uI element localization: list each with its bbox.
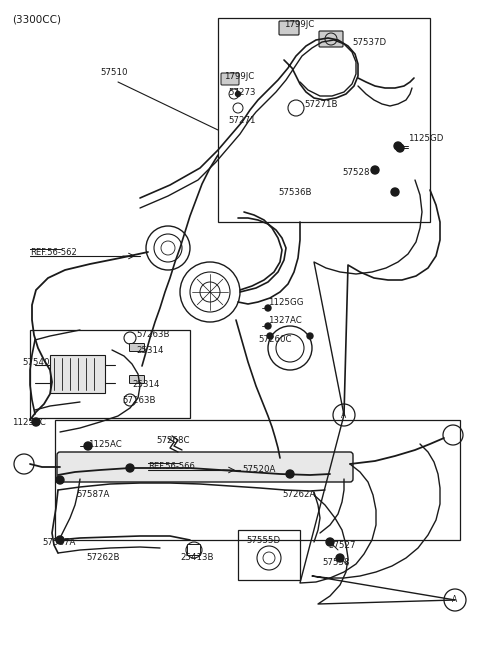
- Text: 57536B: 57536B: [278, 188, 312, 197]
- Text: 57263B: 57263B: [122, 396, 156, 405]
- Bar: [50, 355, 105, 393]
- Circle shape: [371, 166, 379, 174]
- Text: A: A: [341, 411, 347, 419]
- Circle shape: [126, 464, 134, 472]
- Bar: [238, 530, 300, 580]
- Circle shape: [396, 144, 404, 152]
- FancyBboxPatch shape: [57, 452, 353, 482]
- Circle shape: [307, 333, 313, 339]
- Text: 1125GD: 1125GD: [408, 134, 444, 143]
- Circle shape: [326, 538, 334, 546]
- Text: 57262A: 57262A: [282, 490, 315, 499]
- Circle shape: [391, 188, 399, 196]
- Text: 57537D: 57537D: [352, 38, 386, 47]
- Text: 25413B: 25413B: [180, 553, 214, 562]
- Text: 57268C: 57268C: [156, 436, 190, 445]
- Circle shape: [56, 536, 64, 544]
- Circle shape: [236, 92, 240, 96]
- Text: A: A: [452, 595, 457, 605]
- Text: 1125GG: 1125GG: [268, 298, 303, 307]
- Text: 57540: 57540: [22, 358, 49, 367]
- Circle shape: [336, 554, 344, 562]
- Text: 1327AC: 1327AC: [268, 316, 302, 325]
- Circle shape: [32, 418, 40, 426]
- Text: 25314: 25314: [132, 380, 159, 389]
- Circle shape: [84, 442, 92, 450]
- Circle shape: [56, 476, 64, 484]
- FancyBboxPatch shape: [130, 375, 144, 383]
- Text: 1125AC: 1125AC: [12, 418, 46, 427]
- FancyBboxPatch shape: [319, 31, 343, 47]
- Bar: [55, 420, 460, 540]
- Circle shape: [267, 333, 273, 339]
- Text: 25314: 25314: [136, 346, 164, 355]
- Text: 57273: 57273: [228, 88, 255, 97]
- Circle shape: [265, 305, 271, 311]
- Text: REF.56-562: REF.56-562: [30, 248, 77, 257]
- Text: 57555D: 57555D: [246, 536, 280, 545]
- Text: 57271: 57271: [228, 116, 255, 125]
- Circle shape: [286, 470, 294, 478]
- Text: 1799JC: 1799JC: [284, 20, 314, 29]
- Text: 57263B: 57263B: [136, 330, 169, 339]
- Text: 57271B: 57271B: [304, 100, 337, 109]
- Text: (3300CC): (3300CC): [12, 15, 61, 25]
- Circle shape: [265, 323, 271, 329]
- Text: 57558: 57558: [322, 558, 349, 567]
- FancyBboxPatch shape: [130, 343, 144, 352]
- Text: 57527: 57527: [328, 541, 356, 550]
- Text: 57260C: 57260C: [258, 335, 291, 344]
- Text: 57262B: 57262B: [86, 553, 120, 562]
- Text: 57587A: 57587A: [76, 490, 109, 499]
- FancyBboxPatch shape: [221, 73, 239, 85]
- Circle shape: [394, 142, 402, 150]
- Text: 57510: 57510: [100, 68, 128, 77]
- Bar: [218, 18, 430, 222]
- Text: 57528: 57528: [342, 168, 370, 177]
- Text: 57520A: 57520A: [242, 465, 276, 474]
- Bar: [30, 330, 190, 418]
- FancyBboxPatch shape: [188, 544, 201, 555]
- Text: 1799JC: 1799JC: [224, 72, 254, 81]
- Text: 57587A: 57587A: [42, 538, 75, 547]
- Text: 1125AC: 1125AC: [88, 440, 122, 449]
- Text: REF.56-566: REF.56-566: [148, 462, 195, 471]
- FancyBboxPatch shape: [279, 21, 299, 35]
